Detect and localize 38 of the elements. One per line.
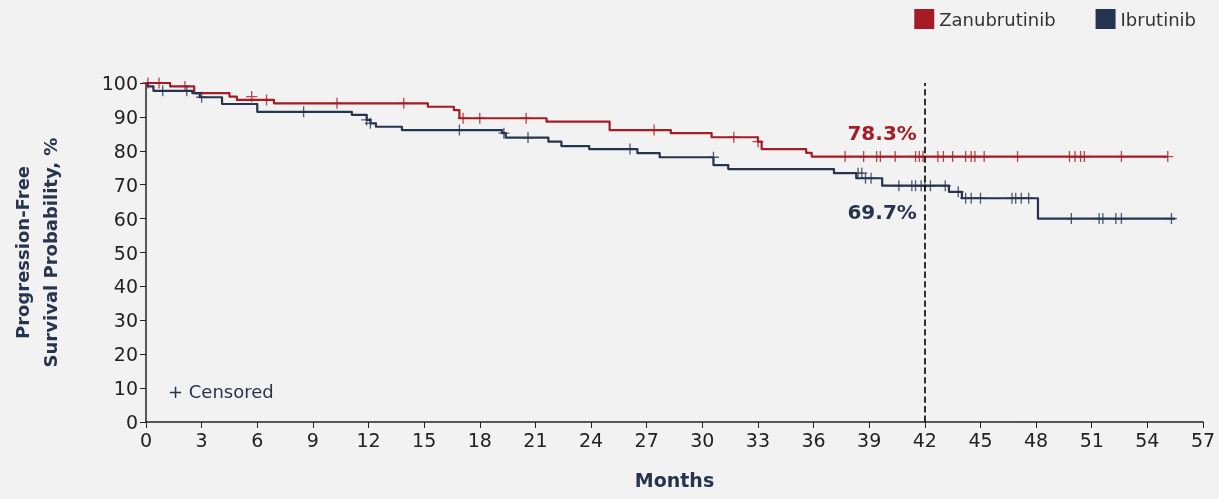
x-tick-label: 54	[1135, 428, 1160, 451]
y-tick-label: 10	[113, 377, 138, 400]
x-tick-label: 6	[251, 428, 264, 451]
legend-label: Zanubrutinib	[939, 8, 1056, 30]
x-tick-label: 0	[139, 428, 153, 451]
x-tick-label: 36	[801, 428, 826, 451]
x-tick-label: 48	[1024, 428, 1049, 451]
x-tick-label: 21	[523, 428, 548, 451]
x-tick-label: 15	[412, 428, 437, 451]
x-tick-label: 9	[306, 428, 319, 451]
y-tick-label: 50	[113, 241, 138, 264]
x-tick-label: 27	[634, 428, 659, 451]
annotation: 69.7%	[847, 199, 917, 224]
y-tick-label: 70	[113, 173, 138, 196]
x-axis-title: Months	[634, 468, 715, 491]
x-tick-label: 57	[1190, 428, 1216, 451]
y-tick-label: 100	[101, 72, 138, 94]
x-tick-label: 30	[690, 428, 715, 451]
y-tick-label: 20	[113, 343, 138, 366]
y-tick-label: 0	[125, 411, 138, 433]
x-tick-label: 12	[356, 428, 381, 451]
x-tick-label: 33	[745, 428, 771, 451]
y-tick-label: 60	[113, 207, 138, 230]
annotation: 78.3%	[847, 120, 917, 145]
annotation: + Censored	[168, 380, 274, 402]
legend-label: Ibrutinib	[1120, 8, 1196, 30]
y-tick-label: 90	[113, 105, 138, 128]
x-tick-label: 18	[467, 428, 492, 451]
y-tick-label: 80	[113, 139, 138, 162]
x-tick-label: 51	[1079, 428, 1104, 451]
y-tick-label: 30	[113, 309, 138, 332]
x-tick-label: 24	[578, 428, 604, 451]
y-axis-title: Progression-Free Survival Probability, %	[11, 137, 61, 368]
x-tick-label: 39	[857, 428, 882, 451]
y-tick-label: 40	[113, 275, 138, 298]
x-tick-label: 3	[195, 428, 208, 451]
x-tick-label: 42	[912, 428, 937, 451]
x-tick-label: 45	[968, 428, 993, 451]
